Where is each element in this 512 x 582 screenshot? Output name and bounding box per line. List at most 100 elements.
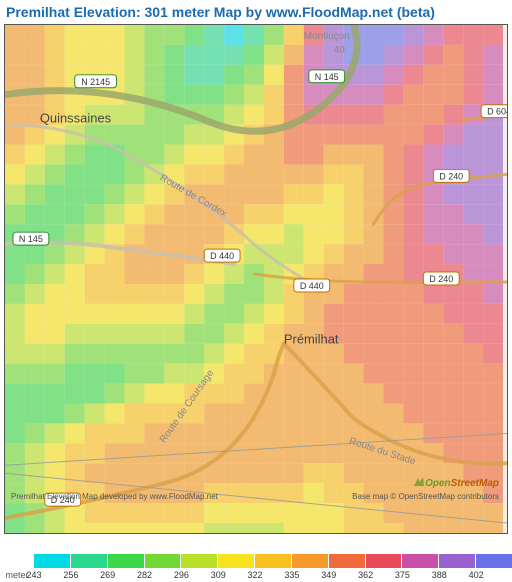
elev-cell: [45, 344, 65, 364]
elev-cell: [383, 65, 403, 85]
elev-cell: [344, 284, 364, 304]
legend-swatch: [71, 554, 107, 568]
elev-cell: [224, 25, 244, 45]
legend-tick: 402: [469, 570, 484, 580]
elev-cell: [264, 423, 284, 443]
elev-cell: [144, 45, 164, 65]
elev-cell: [184, 344, 204, 364]
elev-cell: [443, 364, 463, 384]
elev-cell: [423, 224, 443, 244]
elev-cell: [25, 404, 45, 424]
elev-cell: [224, 344, 244, 364]
elev-cell: [184, 284, 204, 304]
elev-cell: [224, 65, 244, 85]
elev-cell: [144, 523, 164, 533]
elev-cell: [184, 264, 204, 284]
elev-cell: [164, 384, 184, 404]
elev-cell: [65, 304, 85, 324]
elev-cell: [463, 344, 483, 364]
legend-swatch: [439, 554, 475, 568]
elev-cell: [204, 284, 224, 304]
elev-cell: [105, 344, 125, 364]
elev-cell: [284, 364, 304, 384]
elev-cell: [5, 423, 25, 443]
elev-cell: [125, 25, 145, 45]
legend-tick: 388: [432, 570, 447, 580]
elev-cell: [105, 404, 125, 424]
elev-cell: [105, 164, 125, 184]
elev-cell: [164, 324, 184, 344]
osm-logo[interactable]: OpenStreetMap: [413, 476, 499, 489]
elev-cell: [125, 404, 145, 424]
place-label: Prémilhat: [284, 332, 339, 347]
elev-cell: [5, 145, 25, 165]
elev-cell: [244, 364, 264, 384]
elev-cell: [125, 304, 145, 324]
elev-cell: [105, 523, 125, 533]
svg-text:D 604: D 604: [487, 107, 507, 117]
elev-cell: [45, 284, 65, 304]
elev-cell: [184, 204, 204, 224]
legend-swatch: [181, 554, 217, 568]
elev-cell: [25, 164, 45, 184]
elev-cell: [284, 503, 304, 523]
elev-cell: [224, 304, 244, 324]
route-shield: N 2145: [75, 75, 117, 88]
elev-cell: [443, 503, 463, 523]
elev-cell: [304, 304, 324, 324]
elev-cell: [403, 45, 423, 65]
legend-swatch: [218, 554, 254, 568]
elev-cell: [65, 523, 85, 533]
elev-cell: [383, 164, 403, 184]
elev-cell: [383, 503, 403, 523]
elev-cell: [65, 404, 85, 424]
legend-swatch: [108, 554, 144, 568]
elev-cell: [105, 45, 125, 65]
elev-cell: [344, 125, 364, 145]
title-unit: meter: [172, 4, 210, 20]
elev-cell: [383, 324, 403, 344]
elev-cell: [105, 503, 125, 523]
elev-cell: [443, 145, 463, 165]
elev-cell: [304, 463, 324, 483]
elev-cell: [244, 483, 264, 503]
elev-cell: [204, 45, 224, 65]
elev-cell: [264, 65, 284, 85]
elev-cell: [463, 404, 483, 424]
elev-cell: [423, 423, 443, 443]
elev-cell: [483, 384, 503, 404]
elev-cell: [5, 184, 25, 204]
elev-cell: [105, 463, 125, 483]
elev-cell: [224, 184, 244, 204]
svg-text:N 2145: N 2145: [81, 77, 110, 87]
elev-cell: [284, 384, 304, 404]
elev-cell: [443, 85, 463, 105]
map-svg: N 2145N 145N 145D 440D 440D 240D 240D 60…: [5, 25, 507, 533]
elev-cell: [25, 244, 45, 264]
elev-cell: [85, 344, 105, 364]
elev-cell: [364, 324, 384, 344]
elev-cell: [125, 105, 145, 125]
elev-cell: [264, 184, 284, 204]
elev-cell: [364, 503, 384, 523]
elev-cell: [204, 65, 224, 85]
elev-cell: [65, 364, 85, 384]
elev-cell: [5, 65, 25, 85]
elev-cell: [25, 45, 45, 65]
title-site[interactable]: www.FloodMap.net: [266, 4, 393, 20]
elev-cell: [85, 423, 105, 443]
legend-tick: 322: [248, 570, 263, 580]
elev-cell: [463, 85, 483, 105]
route-shield: D 440: [294, 279, 330, 292]
elev-cell: [65, 145, 85, 165]
elev-cell: [45, 184, 65, 204]
elev-cell: [483, 45, 503, 65]
elev-cell: [45, 145, 65, 165]
elev-cell: [324, 483, 344, 503]
legend-swatch: [34, 554, 70, 568]
elev-cell: [264, 145, 284, 165]
elev-cell: [244, 184, 264, 204]
elev-cell: [224, 324, 244, 344]
elev-cell: [144, 184, 164, 204]
map-area[interactable]: N 2145N 145N 145D 440D 440D 240D 240D 60…: [4, 24, 508, 534]
